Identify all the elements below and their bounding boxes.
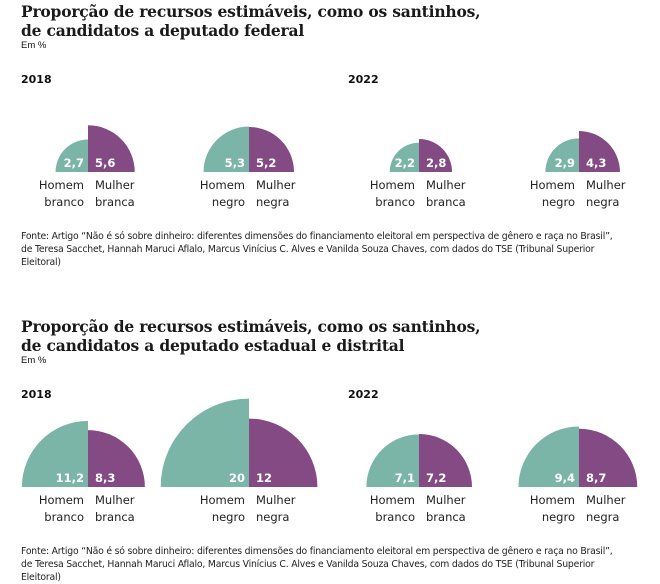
quarter-homem: [366, 434, 419, 487]
category-label-mulher: branca: [426, 510, 466, 524]
category-label-homem: branco: [44, 510, 84, 524]
category-label-mulher: Mulher: [586, 493, 626, 507]
year-label-2022: 2022: [348, 388, 379, 401]
category-label-homem: negro: [212, 195, 245, 209]
chart-title-line-2: de candidatos a deputado estadual e dist…: [21, 336, 405, 355]
quarter-mulher: [579, 428, 638, 487]
category-label-homem: branco: [375, 510, 415, 524]
category-label-mulher: branca: [95, 510, 135, 524]
year-label-2018: 2018: [21, 388, 52, 401]
value-label-mulher: 5,2: [256, 156, 276, 170]
quarter-mulher: [88, 125, 135, 172]
unit-label: Em %: [21, 40, 47, 51]
chart-title-line-1: Proporção de recursos estimáveis, como o…: [21, 317, 481, 336]
category-label-mulher: negra: [586, 195, 619, 209]
category-label-homem: branco: [375, 195, 415, 209]
source-note: Fonte: Artigo “Não é só sobre dinheiro: …: [21, 231, 613, 268]
value-label-homem: 9,4: [555, 471, 575, 485]
value-label-homem: 11,2: [56, 471, 84, 485]
unit-label: Em %: [21, 355, 47, 366]
category-label-homem: branco: [44, 195, 84, 209]
pair-2022-negro: 9,4 8,7 Homem negro Mulher negra: [518, 426, 638, 524]
chart-title: Proporção de recursos estimáveis, como o…: [21, 2, 641, 40]
category-label-mulher: Mulher: [426, 493, 466, 507]
chart-section-federal: Proporção de recursos estimáveis, como o…: [0, 0, 660, 280]
pair-2018-branco: 2,7 5,6 Homem branco Mulher branca: [39, 125, 135, 209]
category-label-homem: negro: [542, 195, 575, 209]
quarter-homem: [203, 126, 249, 172]
quarter-mulher: [579, 131, 620, 172]
category-label-homem: Homem: [370, 493, 415, 507]
category-label-homem: Homem: [200, 493, 245, 507]
quarter-homem: [389, 142, 419, 172]
quarter-homem: [21, 420, 89, 487]
value-label-homem: 7,1: [395, 471, 415, 485]
category-label-mulher: Mulher: [586, 178, 626, 192]
value-label-homem: 20: [229, 471, 245, 485]
quarter-mulher: [249, 126, 295, 172]
value-label-mulher: 8,3: [95, 471, 115, 485]
pair-2022-branco: 2,2 2,8 Homem branco Mulher branca: [370, 138, 466, 209]
category-label-mulher: branca: [95, 195, 135, 209]
category-label-mulher: Mulher: [95, 493, 135, 507]
category-label-mulher: Mulher: [256, 493, 296, 507]
quarter-mulher: [419, 434, 472, 487]
chart-plot-federal: 2,7 5,6 Homem branco Mulher branca 5,3 5,2 Homem…: [39, 125, 626, 209]
category-label-homem: negro: [542, 510, 575, 524]
chart-title-line-2: de candidatos a deputado federal: [21, 21, 305, 40]
value-label-mulher: 7,2: [426, 471, 446, 485]
category-label-homem: Homem: [200, 178, 245, 192]
category-label-mulher: Mulher: [95, 178, 135, 192]
value-label-mulher: 5,6: [95, 156, 115, 170]
quarter-homem: [518, 426, 579, 487]
category-label-mulher: negra: [256, 510, 289, 524]
pair-2022-negro: 2,9 4,3 Homem negro Mulher negra: [530, 131, 626, 209]
year-label-2018: 2018: [21, 73, 52, 86]
category-label-homem: Homem: [530, 493, 575, 507]
pair-2018-branco: 11,2 8,3 Homem branco Mulher branca: [21, 420, 145, 524]
value-label-mulher: 12: [256, 471, 272, 485]
category-label-mulher: branca: [426, 195, 466, 209]
value-label-mulher: 4,3: [586, 156, 606, 170]
value-label-homem: 2,7: [64, 156, 84, 170]
value-label-homem: 2,2: [395, 156, 415, 170]
quarter-mulher: [249, 418, 318, 487]
category-label-mulher: Mulher: [426, 178, 466, 192]
value-label-homem: 5,3: [225, 156, 245, 170]
pair-2018-negro: 20 12 Homem negro Mulher negra: [160, 398, 318, 524]
source-note: Fonte: Artigo “Não é só sobre dinheiro: …: [21, 546, 613, 583]
quarter-homem: [545, 138, 579, 172]
quarter-mulher: [419, 138, 453, 172]
quarter-homem: [55, 139, 88, 172]
value-label-homem: 2,9: [555, 156, 575, 170]
category-label-homem: negro: [212, 510, 245, 524]
category-label-mulher: Mulher: [256, 178, 296, 192]
pair-2018-negro: 5,3 5,2 Homem negro Mulher negra: [200, 126, 296, 209]
value-label-mulher: 2,8: [426, 156, 446, 170]
quarter-mulher: [88, 430, 145, 487]
category-label-homem: Homem: [530, 178, 575, 192]
chart-title-line-1: Proporção de recursos estimáveis, como o…: [21, 2, 481, 21]
category-label-mulher: negra: [586, 510, 619, 524]
category-label-homem: Homem: [39, 493, 84, 507]
chart-title: Proporção de recursos estimáveis, como o…: [21, 317, 641, 355]
quarter-homem: [160, 398, 249, 487]
year-label-2022: 2022: [348, 73, 379, 86]
value-label-mulher: 8,7: [586, 471, 606, 485]
category-label-homem: Homem: [39, 178, 84, 192]
category-label-homem: Homem: [370, 178, 415, 192]
pair-2022-branco: 7,1 7,2 Homem branco Mulher branca: [366, 434, 472, 524]
category-label-mulher: negra: [256, 195, 289, 209]
